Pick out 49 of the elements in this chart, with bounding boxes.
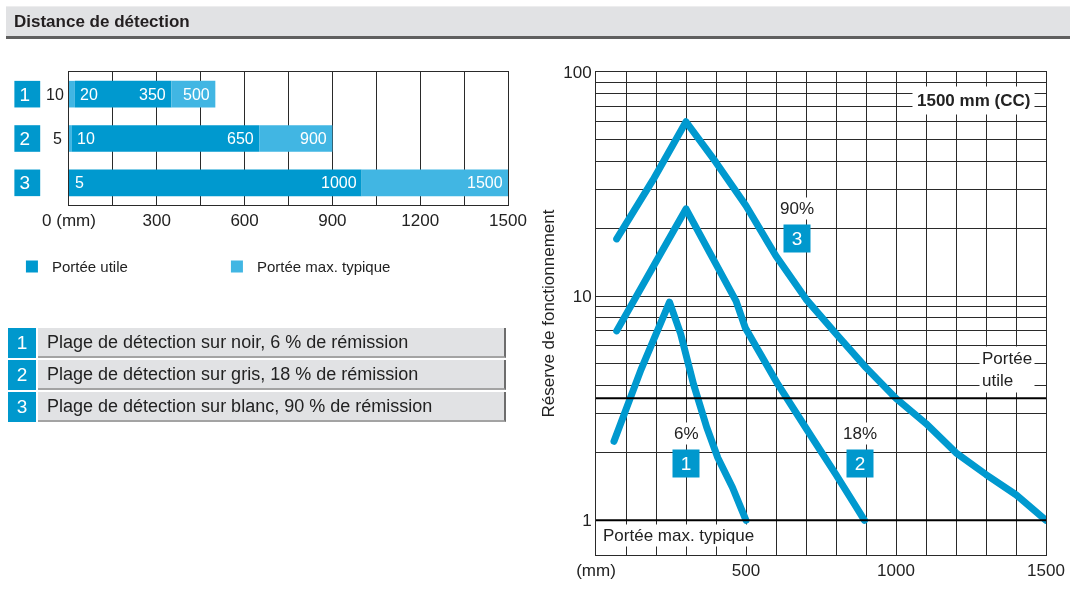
- annotation: 1500 mm (CC): [917, 91, 1031, 110]
- annotation: 5: [75, 174, 84, 191]
- x-tick-label: (mm): [576, 561, 616, 581]
- x-tick-label: 1000: [877, 561, 915, 581]
- series-label: 90%: [780, 199, 815, 218]
- text: Plage de détection sur blanc, 90 % de rémission: [38, 392, 506, 422]
- y-tick-label: 2: [19, 128, 31, 150]
- x-tick-label: 1500: [489, 211, 527, 231]
- annotation: 1000: [321, 174, 357, 191]
- x-tick-label: 900: [318, 211, 347, 231]
- text: Plage de détection sur gris, 18 % de rémission: [38, 360, 506, 390]
- y-tick-label: 100: [563, 62, 592, 82]
- text: Plage de détection sur noir, 6 % de rémission: [38, 328, 506, 358]
- y-axis-title: Réserve de fonctionnement: [538, 209, 558, 418]
- x-tick-label: 1500: [1027, 561, 1065, 581]
- x-tick-label: 0 (mm): [42, 211, 96, 231]
- bar: [361, 169, 508, 197]
- y-tick-label: 1: [19, 83, 31, 105]
- annotation: 900: [300, 130, 327, 147]
- ref-line-label: Portée max. typique: [603, 526, 755, 545]
- y-tick-label: 1: [582, 511, 592, 531]
- annotation: 650: [227, 130, 254, 147]
- bar: [69, 125, 72, 152]
- annotation: 2: [854, 453, 866, 474]
- chart-title: Distance de détection: [6, 6, 1070, 39]
- bar: [69, 80, 75, 108]
- bar: [71, 125, 260, 152]
- ref-line-label: Portée utile: [982, 349, 1033, 391]
- legend-label: Portée utile: [51, 258, 128, 276]
- annotation: 500: [183, 86, 210, 103]
- bar: [69, 169, 362, 197]
- annotation: 10: [77, 130, 95, 147]
- annotation: 350: [139, 86, 166, 103]
- legend-label: Portée max. typique: [256, 258, 391, 276]
- annotation: 10: [46, 86, 64, 103]
- annotation: 5: [53, 130, 62, 147]
- annotation: 3: [791, 228, 803, 249]
- x-tick-label: 300: [142, 211, 171, 231]
- x-tick-label: 600: [230, 211, 259, 231]
- series-label: 6%: [674, 424, 699, 443]
- annotation: 1: [680, 453, 692, 474]
- x-tick-label: 500: [731, 561, 761, 581]
- y-tick-label: 3: [19, 172, 31, 194]
- bar: [259, 125, 333, 152]
- series-label: 18%: [843, 424, 878, 443]
- annotation: 1500: [467, 174, 503, 191]
- y-tick-label: 10: [572, 287, 592, 307]
- annotation: 20: [80, 86, 98, 103]
- x-tick-label: 1200: [401, 211, 440, 231]
